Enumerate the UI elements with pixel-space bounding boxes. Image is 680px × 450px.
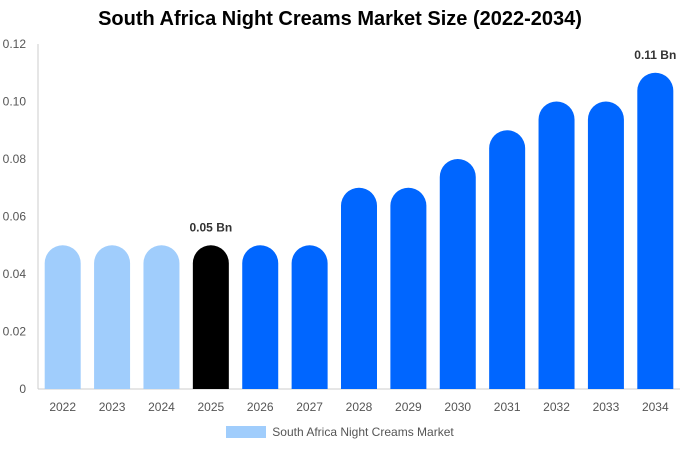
y-tick-label: 0 xyxy=(19,382,26,396)
legend-swatch xyxy=(226,426,267,438)
x-tick-label: 2026 xyxy=(247,400,274,414)
bar-2029 xyxy=(390,187,427,389)
bar-2022 xyxy=(44,245,81,389)
bar-2026 xyxy=(242,245,279,389)
x-tick-label: 2034 xyxy=(642,400,669,414)
bar-2030 xyxy=(439,159,476,389)
x-tick-label: 2032 xyxy=(543,400,570,414)
legend-label: South Africa Night Creams Market xyxy=(272,425,454,439)
data-label-2025: 0.05 Bn xyxy=(190,220,233,234)
x-tick-label: 2029 xyxy=(395,400,422,414)
bar-2025 xyxy=(192,245,229,389)
bar-2027 xyxy=(291,245,328,389)
bar-2031 xyxy=(489,130,526,389)
x-tick-label: 2022 xyxy=(49,400,76,414)
y-tick-label: 0.04 xyxy=(3,267,27,281)
x-tick-label: 2030 xyxy=(444,400,471,414)
y-tick-label: 0.08 xyxy=(3,152,27,166)
bar-2032 xyxy=(538,101,575,389)
x-tick-label: 2033 xyxy=(593,400,620,414)
bar-2024 xyxy=(143,245,180,389)
x-tick-label: 2024 xyxy=(148,400,175,414)
y-tick-label: 0.02 xyxy=(3,325,27,339)
data-label-2034: 0.11 Bn xyxy=(634,48,676,62)
y-tick-label: 0.12 xyxy=(3,37,27,51)
bar-2034 xyxy=(637,72,674,389)
bar-2028 xyxy=(341,187,377,389)
x-tick-label: 2023 xyxy=(99,400,126,414)
y-tick-label: 0.06 xyxy=(3,210,27,224)
bar-2033 xyxy=(587,101,624,389)
x-tick-label: 2027 xyxy=(296,400,323,414)
x-tick-label: 2028 xyxy=(346,400,373,414)
x-tick-label: 2025 xyxy=(197,400,224,414)
legend: South Africa Night Creams Market xyxy=(0,425,680,439)
chart-title: South Africa Night Creams Market Size (2… xyxy=(98,8,582,30)
y-tick-label: 0.10 xyxy=(3,95,27,109)
x-tick-label: 2031 xyxy=(494,400,521,414)
bar-2023 xyxy=(94,245,131,389)
